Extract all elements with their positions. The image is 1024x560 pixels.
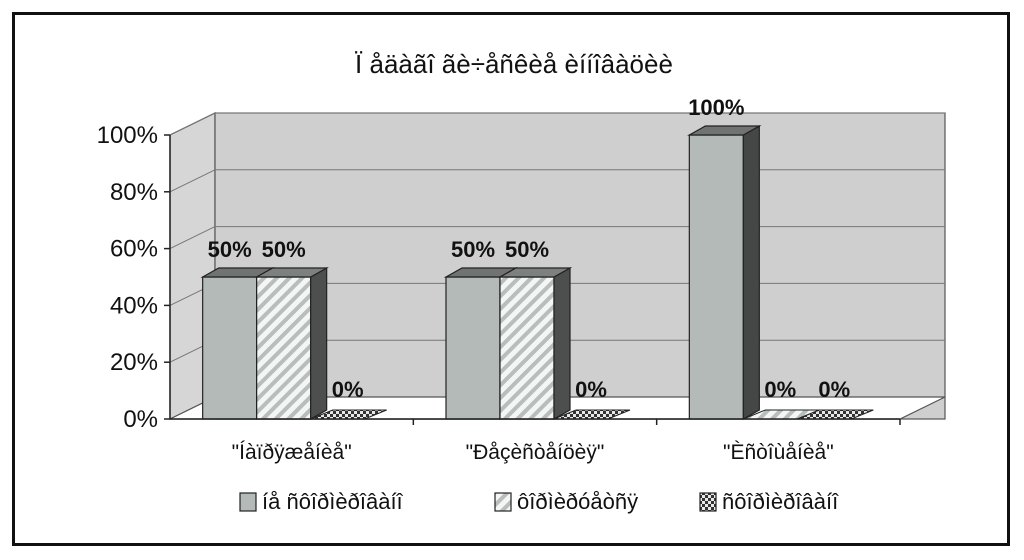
bar-top — [497, 267, 573, 278]
data-label: 50% — [208, 237, 252, 262]
gridline-side — [169, 169, 216, 193]
bar-front — [688, 134, 744, 420]
chart-frame: 50% 50% 0% 50% 50% 0% 100% 0% 0% 0% 20% 40% 60% 80% 1… — [12, 12, 1010, 546]
legend-label: ñôîðìèðîâàíî — [722, 489, 839, 514]
legend-label: ôîðìèðóåòñÿ — [517, 489, 638, 514]
chart: 50% 50% 0% 50% 50% 0% 100% 0% 0% 0% 20% 40% 60% 80% 1… — [97, 49, 946, 514]
data-label: 100% — [688, 95, 744, 120]
axes: 0% 20% 40% 60% 80% 100% "Íàïðÿæåíèå" "Ðåçèñòåíö… — [97, 122, 901, 464]
bars — [200, 124, 874, 421]
bar-side — [310, 266, 328, 421]
data-label: 50% — [505, 237, 549, 262]
bar-side — [553, 266, 571, 421]
bar-front — [256, 276, 312, 420]
y-tick-label: 80% — [110, 179, 158, 206]
category-label: "Èñòîùåíèå" — [723, 441, 834, 464]
bar-front — [445, 276, 501, 420]
y-tick-label: 40% — [110, 292, 158, 319]
gridline-side — [169, 226, 216, 250]
data-label: 0% — [818, 377, 850, 402]
data-label: 50% — [451, 237, 495, 262]
data-label: 50% — [262, 237, 306, 262]
bar-front — [499, 276, 555, 420]
legend-label: íå ñôîðìèðîâàíî — [262, 489, 404, 514]
data-label: 0% — [332, 377, 364, 402]
legend: íå ñôîðìèðîâàíî ôîðìèðóåòñÿ ñôîðìèðîâàíî — [239, 489, 839, 514]
data-label: 0% — [575, 377, 607, 402]
chart-title: Ï åäàãî ãè÷åñêèå èííîâàöèè — [355, 49, 673, 79]
data-label: 0% — [764, 377, 796, 402]
legend-swatch — [699, 492, 717, 512]
y-tick-label: 100% — [97, 122, 158, 149]
back-wall — [214, 112, 946, 420]
legend-swatch — [494, 492, 512, 512]
category-label: "Ðåçèñòåíöèÿ" — [466, 441, 605, 464]
data-labels: 50% 50% 0% 50% 50% 0% 100% 0% 0% — [208, 95, 851, 402]
bar-top — [254, 267, 329, 278]
bar-front — [202, 276, 258, 420]
y-tick-label: 60% — [110, 236, 158, 263]
category-label: "Íàïðÿæåíèå" — [232, 441, 352, 464]
y-tick-label: 20% — [110, 349, 158, 376]
legend-swatch — [239, 492, 257, 512]
y-tick-label: 0% — [123, 406, 158, 433]
bar-side — [742, 124, 760, 421]
gridline-side — [169, 112, 216, 136]
bar-top — [687, 125, 762, 136]
